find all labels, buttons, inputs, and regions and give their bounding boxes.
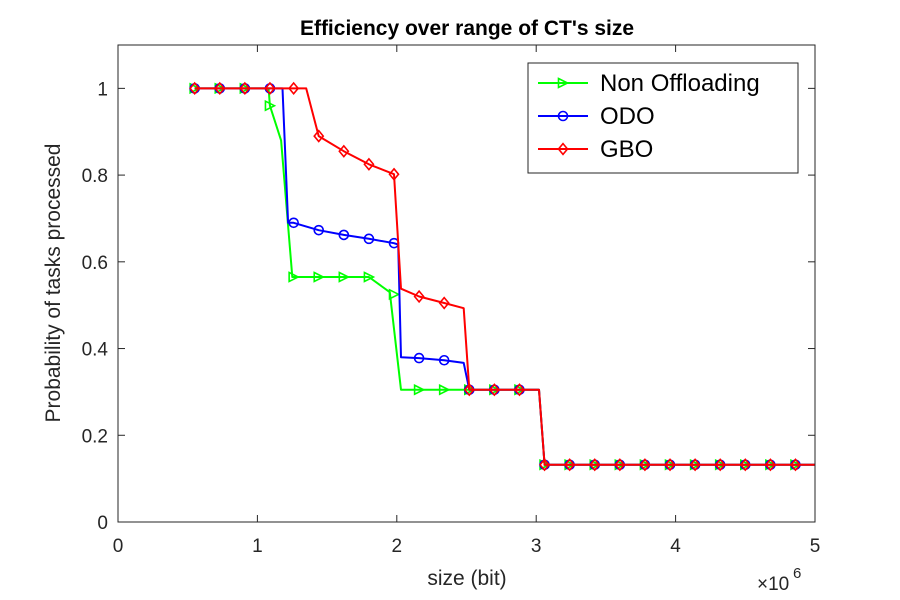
data-point (363, 157, 375, 171)
data-point (438, 296, 450, 310)
data-point (463, 383, 475, 397)
data-point (388, 167, 400, 181)
x-tick-label: 3 (531, 536, 542, 557)
data-point (288, 271, 300, 283)
series-line (194, 87, 815, 466)
data-point (714, 458, 726, 472)
data-point (363, 271, 376, 283)
data-point (614, 458, 626, 472)
legend: Non Offloading ODO GBO (527, 62, 799, 174)
data-point (388, 288, 401, 301)
data-point (689, 458, 701, 472)
data-point (313, 271, 326, 283)
x-tick-label: 0 (113, 536, 124, 557)
chart-title: Efficiency over range of CT's size (300, 17, 634, 40)
data-point (239, 81, 251, 96)
data-point (214, 81, 226, 96)
data-point (413, 289, 425, 304)
x-tick-label: 5 (810, 536, 821, 557)
plot-area (189, 81, 815, 472)
data-point (413, 383, 426, 396)
data-point (264, 99, 277, 112)
series-gbo (189, 81, 815, 472)
data-point (438, 354, 450, 366)
data-point (589, 458, 601, 472)
x-axis-multiplier-exponent: 6 (793, 565, 801, 582)
data-point (313, 224, 325, 236)
data-point (338, 271, 351, 283)
data-point (288, 81, 300, 96)
data-point (764, 458, 776, 472)
y-tick-label: 0.6 (82, 253, 108, 274)
y-axis-label: Probability of tasks processed (42, 144, 65, 423)
y-tick-label: 0.2 (82, 426, 108, 447)
y-tick-label: 0.8 (82, 166, 108, 187)
y-tick-label: 0.4 (82, 340, 109, 361)
legend-marker (557, 110, 569, 122)
data-point (438, 383, 451, 396)
x-tick-label: 1 (252, 536, 263, 557)
x-axis-label: size (bit) (427, 567, 506, 590)
data-point (264, 81, 276, 96)
data-point (789, 458, 802, 472)
data-point (664, 458, 676, 472)
data-point (639, 458, 651, 472)
data-point (488, 383, 500, 397)
legend-marker (557, 77, 570, 89)
data-point (539, 458, 551, 472)
data-point (513, 383, 526, 397)
data-point (363, 233, 375, 245)
data-point (739, 458, 751, 472)
y-tick-label: 1 (97, 79, 108, 100)
legend-label: ODO (600, 103, 655, 130)
data-point (338, 144, 350, 158)
axes: 0 1 2 3 4 5 0 0.2 0.4 0.6 0.8 1 (82, 44, 821, 557)
x-tick-label: 4 (670, 536, 681, 557)
legend-label: GBO (600, 136, 653, 163)
data-point (189, 81, 201, 96)
legend-marker (557, 142, 569, 156)
data-point (288, 217, 299, 229)
data-point (413, 352, 425, 364)
data-point (564, 458, 576, 472)
legend-box (527, 62, 799, 174)
axes-box (117, 44, 816, 523)
x-axis-multiplier-base: ×10 (757, 574, 789, 595)
data-point (338, 229, 350, 241)
y-tick-label: 0 (97, 513, 108, 534)
x-tick-label: 2 (392, 536, 403, 557)
x-axis-multiplier: ×10 6 (757, 565, 801, 595)
data-point (313, 129, 325, 143)
legend-label: Non Offloading (600, 70, 760, 97)
